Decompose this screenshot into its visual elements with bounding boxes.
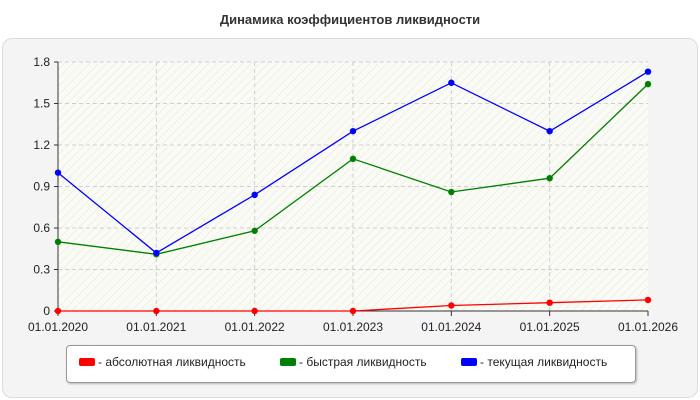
legend-swatch-absolute (79, 358, 95, 366)
x-tick-label: 01.01.2021 (126, 320, 186, 334)
x-tick-label: 01.01.2024 (421, 320, 481, 334)
x-tick-label: 01.01.2022 (225, 320, 285, 334)
series-2-point (153, 249, 160, 257)
series-0-point (153, 307, 160, 315)
series-0-point (349, 307, 357, 315)
legend: - абсолютная ликвидность - быстрая ликви… (66, 345, 636, 383)
y-tick-label: 1.2 (33, 138, 50, 152)
tick-labels: 0 0.3 0.6 0.9 1.2 1.5 1.8 01.01.2020 01.01.2021 0… (28, 55, 678, 334)
legend-label-absolute: - абсолютная ликвидность (98, 355, 246, 369)
legend-swatch-current (461, 358, 477, 366)
series-0-point (251, 307, 258, 315)
legend-item-current: - текущая ликвидность (461, 355, 607, 369)
series-1-point (349, 155, 357, 163)
y-tick-label: 0.6 (33, 221, 50, 235)
series-1-point (448, 188, 455, 196)
y-tick-label: 0 (43, 304, 50, 318)
x-tick-label: 01.01.2020 (28, 320, 88, 334)
series-1-point (546, 175, 553, 182)
series-0-point (54, 307, 62, 315)
x-tick-label: 01.01.2025 (520, 320, 580, 334)
y-tick-label: 1.5 (33, 97, 50, 111)
grid (58, 61, 648, 311)
series-2-point (546, 127, 553, 135)
y-tick-label: 0.9 (33, 180, 50, 194)
series-2-point (644, 68, 652, 75)
chart-title: Динамика коэффициентов ликвидности (219, 12, 481, 27)
series-1-point (644, 80, 652, 88)
series-lines (54, 68, 652, 315)
x-tick-label: 01.01.2023 (323, 320, 383, 334)
series-0-point (644, 296, 652, 304)
y-tick-label: 1.8 (33, 55, 50, 69)
series-2-point (251, 191, 258, 198)
legend-label-quick: - быстрая ликвидность (299, 355, 427, 369)
series-2-point (448, 79, 455, 86)
x-tick-label: 01.01.2026 (618, 320, 678, 334)
y-tick-label: 0.3 (33, 263, 50, 277)
legend-swatch-quick (280, 358, 296, 366)
series-1-point (54, 238, 62, 246)
series-2-point (54, 169, 62, 176)
legend-label-current: - текущая ликвидность (480, 355, 608, 369)
legend-item-quick: - быстрая ликвидность (280, 355, 427, 369)
series-0-point (448, 302, 455, 309)
series-1-point (251, 227, 258, 234)
series-0-point (546, 299, 553, 306)
legend-item-absolute: - абсолютная ликвидность (79, 355, 246, 369)
series-2-point (349, 127, 357, 135)
